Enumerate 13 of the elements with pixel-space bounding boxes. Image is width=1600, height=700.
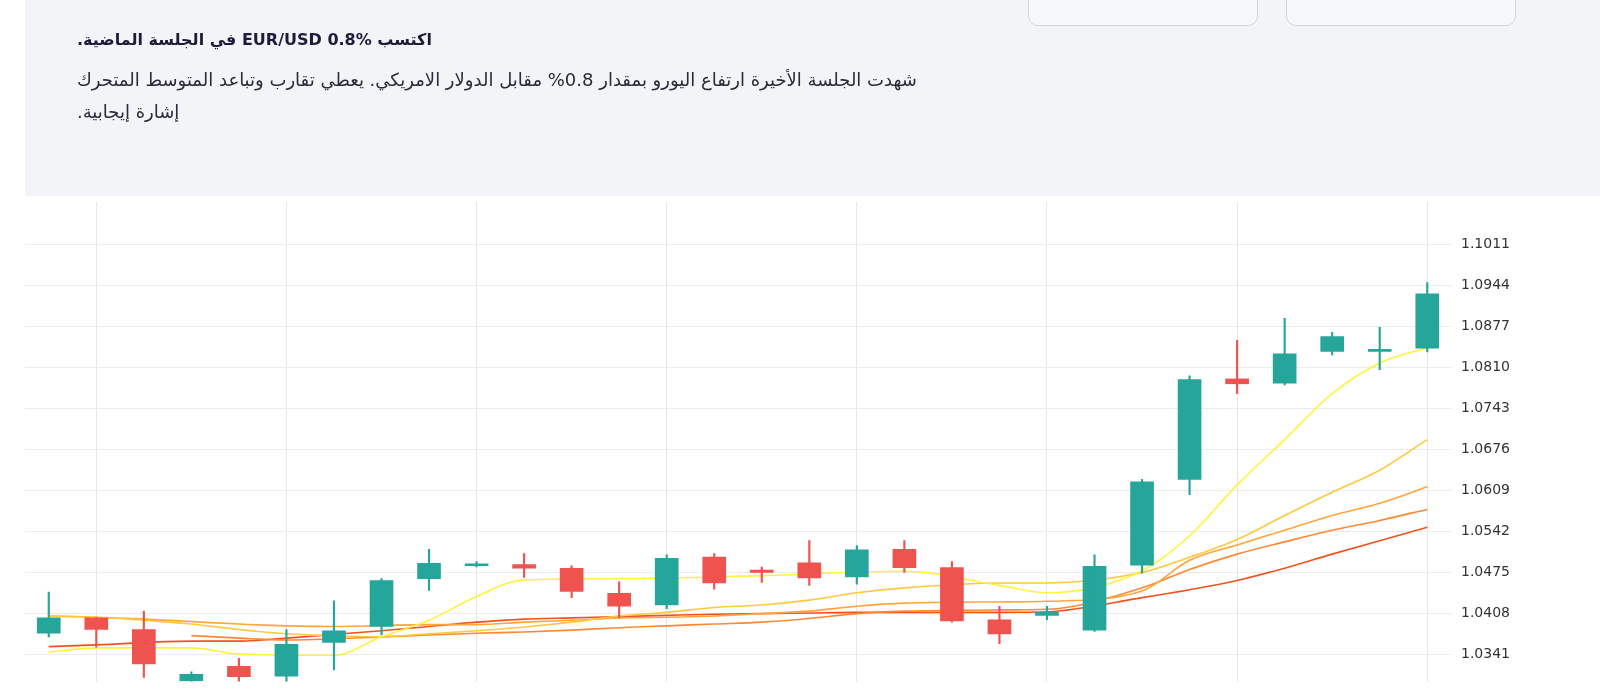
y-tick-label: 1.0609 — [1461, 481, 1511, 498]
y-tick-label: 1.0542 — [1461, 522, 1511, 539]
y-tick-label: 1.0743 — [1461, 398, 1511, 415]
chart-title: اكتسب EUR/USD 0.8% في الجلسة الماضية. — [77, 30, 433, 49]
y-tick-label: 1.0676 — [1461, 439, 1511, 456]
y-tick-label: 1.1011 — [1461, 234, 1511, 251]
y-tick-label: 1.0475 — [1461, 563, 1511, 580]
y-tick-label: 1.0408 — [1461, 604, 1511, 621]
y-tick-label: 1.0877 — [1461, 316, 1511, 333]
y-tick-label: 1.0944 — [1461, 275, 1511, 292]
y-tick-label: 1.0341 — [1461, 645, 1511, 662]
chart-subtitle: شهدت الجلسة الأخيرة ارتفاع اليورو بمقدار 0.8% مقابل الدولار الامريكي. يعطي تقارب وتباعد المتوسط المتحرك إشارة إيجابية. — [77, 68, 918, 124]
y-tick-label: 1.0810 — [1461, 357, 1511, 374]
